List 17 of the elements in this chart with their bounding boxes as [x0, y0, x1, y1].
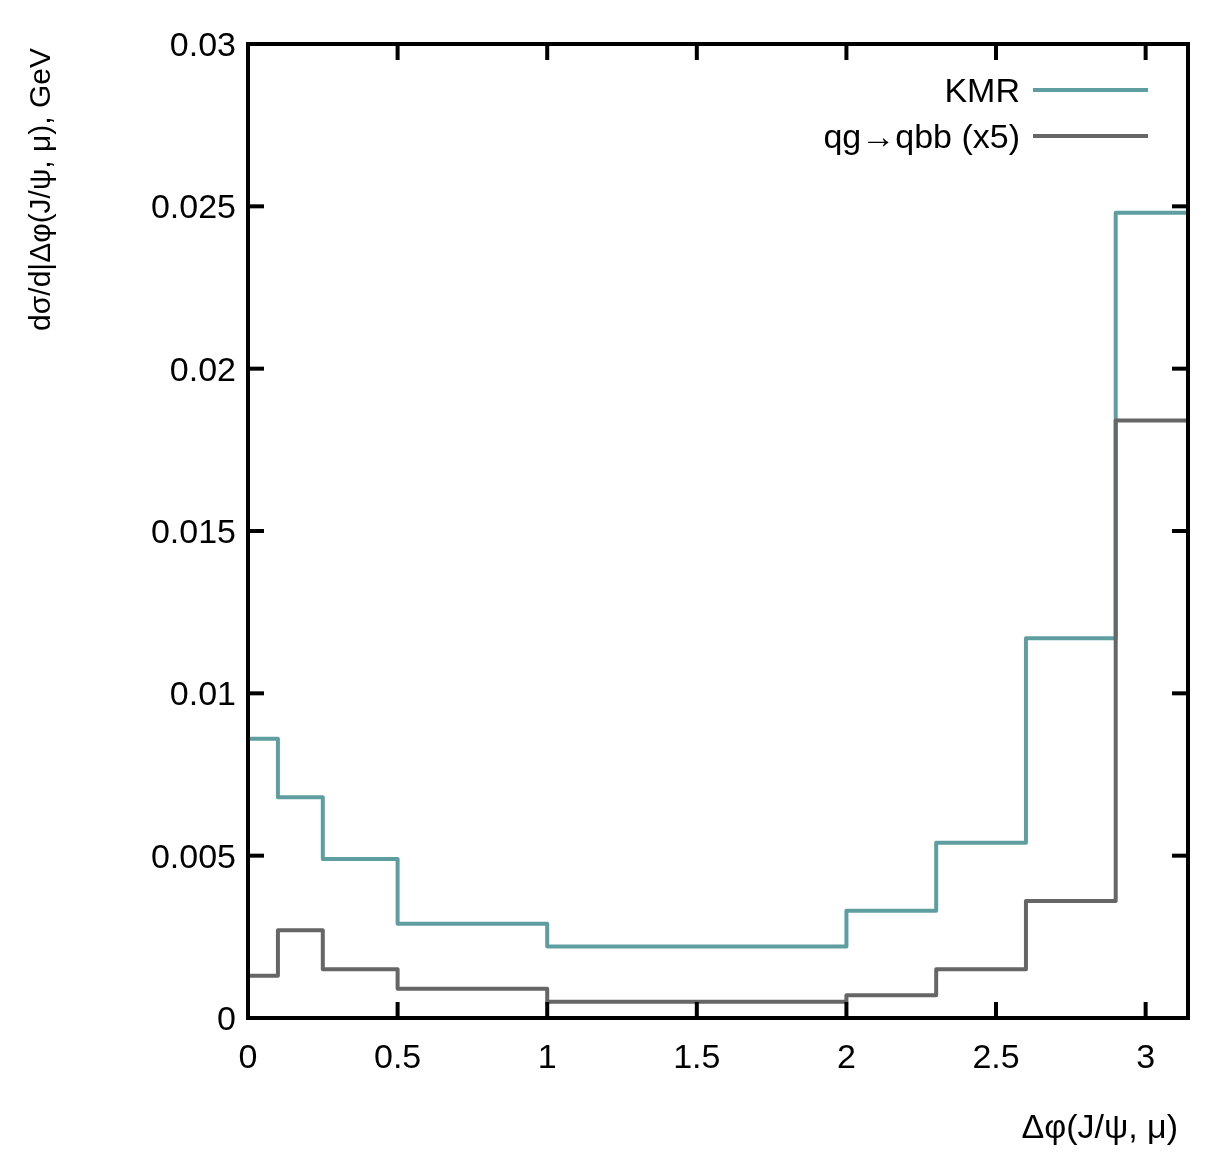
- x-tick-label: 0.5: [373, 1037, 422, 1075]
- x-tick-label: 3: [1136, 1037, 1156, 1075]
- y-tick-label: 0.03: [169, 24, 236, 63]
- y-tick-label: 0.02: [169, 349, 236, 388]
- y-tick-label: 0.025: [150, 187, 236, 226]
- x-tick-label: 1.5: [673, 1037, 721, 1075]
- x-tick-label: 1: [537, 1037, 557, 1075]
- y-axis-title: dσ/d|Δφ(J/ψ, μ), GeV: [23, 48, 56, 331]
- y-tick-label: 0: [217, 998, 236, 1037]
- legend-label: qg→qbb (x5): [823, 116, 1020, 155]
- x-tick-label: 2.5: [972, 1037, 1020, 1075]
- x-tick-label: 2: [836, 1037, 856, 1075]
- y-tick-label: 0.005: [150, 836, 236, 875]
- y-tick-label: 0.01: [169, 674, 236, 713]
- legend-label: KMR: [944, 70, 1020, 109]
- y-tick-label: 0.015: [150, 511, 236, 550]
- x-axis-title: Δφ(J/ψ, μ): [1021, 1107, 1178, 1145]
